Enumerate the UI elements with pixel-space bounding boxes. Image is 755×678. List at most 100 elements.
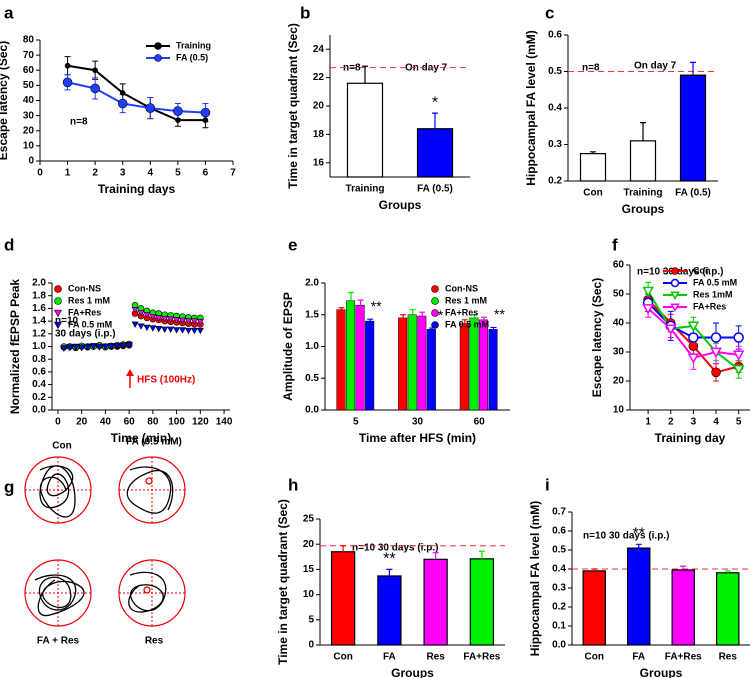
x-tick-label: Con bbox=[333, 652, 352, 663]
marker bbox=[179, 327, 187, 334]
marker bbox=[733, 332, 744, 343]
panel-letter: b bbox=[300, 3, 310, 22]
y-axis-label: Time in target quadrant (Sec) bbox=[276, 499, 290, 665]
error-bar bbox=[490, 326, 497, 330]
marker bbox=[200, 107, 211, 118]
y-tick-label: 1.2 bbox=[32, 328, 46, 339]
trajectory-label: FA (0.5 mM) bbox=[126, 437, 182, 448]
annotation: On day 7 bbox=[405, 63, 448, 74]
bar bbox=[336, 309, 346, 411]
error-bar bbox=[635, 543, 642, 549]
panel-letter: g bbox=[4, 477, 14, 496]
x-tick-label: Con bbox=[585, 652, 604, 663]
x-tick-label: Con bbox=[583, 188, 602, 199]
y-tick-label: 0.0 bbox=[552, 640, 566, 651]
y-tick-label: 0.6 bbox=[548, 30, 562, 41]
legend-label: FA 0.5 mM bbox=[445, 319, 489, 329]
marker bbox=[145, 103, 156, 113]
error-bar bbox=[478, 550, 485, 559]
marker bbox=[101, 343, 109, 351]
y-axis-label: Time in target quadrant (Sec) bbox=[286, 23, 300, 189]
y-tick-label: 1.0 bbox=[305, 341, 319, 352]
trajectory-label: Res bbox=[145, 636, 164, 647]
error-bar bbox=[461, 319, 468, 324]
y-tick-label: 5 bbox=[308, 614, 314, 625]
error-bar bbox=[432, 552, 439, 560]
y-tick-label: 50 bbox=[23, 80, 35, 91]
y-tick-label: 1.0 bbox=[32, 341, 46, 352]
marker bbox=[202, 117, 209, 123]
bar bbox=[716, 572, 740, 646]
marker bbox=[107, 343, 115, 351]
y-tick-label: 0.0 bbox=[32, 405, 46, 416]
marker bbox=[664, 324, 677, 335]
x-tick-label: Training bbox=[346, 184, 385, 195]
y-tick-label: 18 bbox=[313, 129, 325, 140]
marker bbox=[131, 306, 139, 314]
y-tick-label: 0.7 bbox=[552, 507, 566, 518]
y-tick-label: 40 bbox=[23, 95, 35, 106]
y-tick-label: 70 bbox=[23, 50, 35, 61]
marker bbox=[117, 98, 128, 109]
bar bbox=[579, 153, 607, 182]
y-tick-label: 0 bbox=[28, 156, 34, 167]
bar bbox=[416, 128, 454, 178]
marker bbox=[143, 312, 151, 319]
x-axis-label: Training days bbox=[98, 182, 176, 196]
marker bbox=[137, 310, 145, 317]
y-tick-label: 0.0 bbox=[305, 405, 319, 416]
y-tick-label: 10 bbox=[613, 405, 625, 416]
legend-marker bbox=[431, 285, 439, 293]
marker bbox=[173, 106, 183, 116]
error-bar bbox=[367, 318, 374, 322]
y-tick-label: 0.2 bbox=[548, 176, 562, 187]
x-tick-label: 7 bbox=[230, 168, 236, 179]
annotation: n=10 30 days (i.p.) bbox=[637, 267, 723, 278]
marker bbox=[66, 345, 74, 352]
marker bbox=[688, 341, 699, 352]
y-tick-label: 0.5 bbox=[552, 545, 566, 556]
y-tick-label: 1.6 bbox=[32, 303, 46, 314]
marker bbox=[190, 318, 198, 325]
x-axis-label: Groups bbox=[622, 202, 665, 216]
marker bbox=[710, 347, 722, 359]
bar bbox=[582, 570, 606, 646]
error-bar bbox=[338, 307, 345, 310]
x-tick-label: 3 bbox=[691, 417, 697, 428]
y-tick-label: 30 bbox=[613, 347, 625, 358]
x-axis-label: Groups bbox=[379, 198, 422, 212]
bar bbox=[671, 569, 695, 646]
marker bbox=[119, 343, 127, 350]
y-tick-label: 50 bbox=[613, 289, 625, 300]
marker bbox=[642, 286, 654, 298]
series-line bbox=[67, 81, 206, 114]
legend-marker bbox=[53, 321, 63, 330]
marker bbox=[149, 313, 157, 321]
error-bar bbox=[590, 151, 596, 154]
x-tick-label: 80 bbox=[147, 417, 159, 428]
x-tick-label: 5 bbox=[175, 168, 181, 179]
y-tick-label: 80 bbox=[23, 35, 35, 46]
bar bbox=[679, 74, 707, 182]
y-axis-label: Hippocampal FA level (mM) bbox=[528, 501, 542, 657]
bar bbox=[330, 551, 356, 646]
x-tick-label: 4 bbox=[148, 168, 154, 179]
marker bbox=[190, 327, 198, 335]
y-tick-label: 0.5 bbox=[305, 373, 319, 384]
error-bar bbox=[432, 112, 438, 129]
error-bar bbox=[724, 570, 731, 573]
x-tick-label: FA bbox=[383, 652, 396, 663]
y-axis-label: Escape latency (Sec) bbox=[0, 41, 10, 160]
x-tick-label: Res bbox=[426, 652, 445, 663]
legend-label: FA (0.5) bbox=[176, 52, 208, 62]
error-bar bbox=[362, 65, 368, 84]
bar bbox=[629, 140, 657, 182]
marker bbox=[167, 316, 175, 323]
y-tick-label: 0.3 bbox=[548, 139, 562, 150]
marker bbox=[149, 325, 157, 332]
y-tick-label: 0.1 bbox=[552, 621, 566, 632]
bar bbox=[488, 329, 498, 411]
x-tick-label: FA bbox=[632, 652, 645, 663]
marker bbox=[167, 326, 175, 333]
y-axis-label: Normalized fEPSP Peak bbox=[8, 279, 22, 414]
